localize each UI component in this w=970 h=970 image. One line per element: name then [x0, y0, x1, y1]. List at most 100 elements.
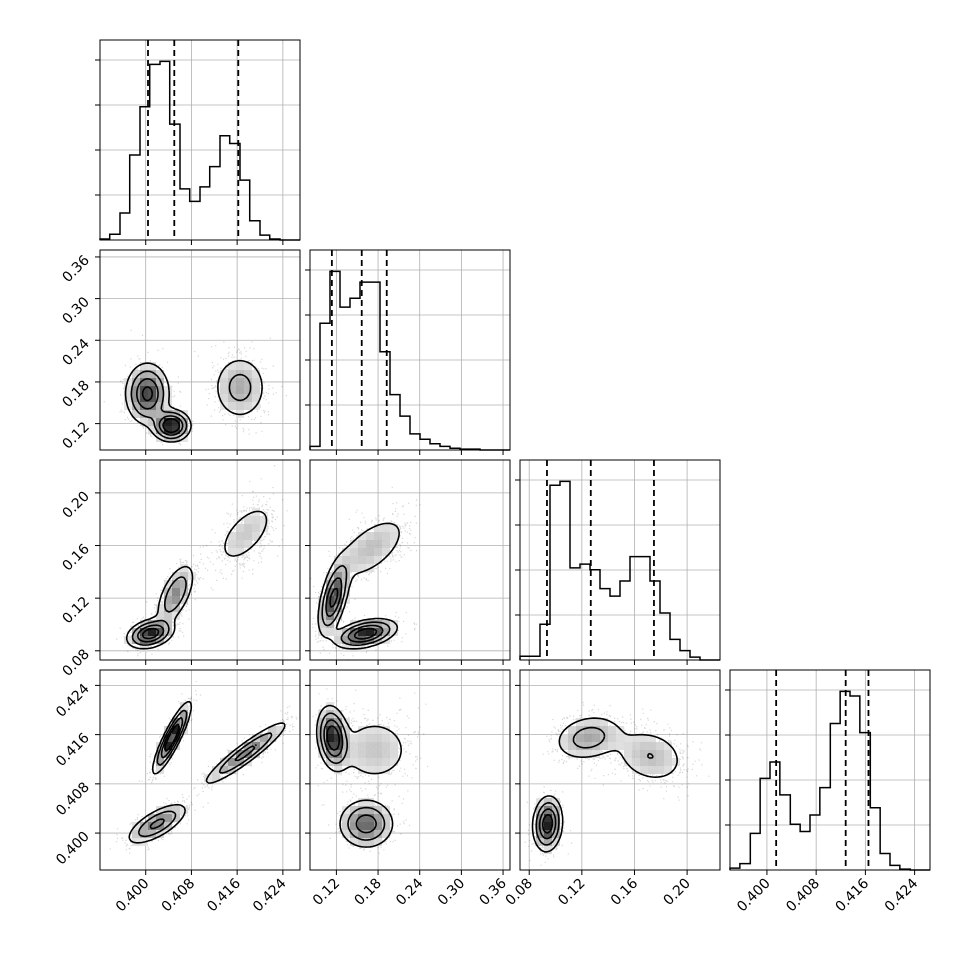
density-cell	[236, 394, 244, 402]
density-cell	[140, 418, 148, 426]
density-cell	[164, 742, 172, 750]
density-cell	[334, 636, 342, 644]
density-cell	[544, 814, 552, 822]
density-cell	[252, 370, 260, 378]
y-tick-label: 0.24	[59, 336, 92, 369]
density-cell	[180, 596, 188, 604]
density-cell	[640, 750, 648, 758]
density-cell	[664, 742, 672, 750]
density-cell	[664, 758, 672, 766]
density-cell	[334, 628, 342, 636]
density-cell	[164, 386, 172, 394]
density-cell	[544, 822, 552, 830]
density-cell	[268, 734, 276, 742]
density-cell	[560, 734, 568, 742]
x-tick-label: 0.08	[503, 876, 536, 909]
density-cell	[616, 734, 624, 742]
contour-line	[149, 716, 257, 830]
panel-frame	[309, 249, 511, 451]
density-cell	[358, 532, 366, 540]
density-cell	[140, 402, 148, 410]
marginal-panel-1	[305, 249, 511, 451]
density-cell	[640, 758, 648, 766]
density-cell	[350, 830, 358, 838]
density-cell	[374, 532, 382, 540]
density-cell	[568, 734, 576, 742]
density-cell	[382, 540, 390, 548]
density-cell	[156, 830, 164, 838]
density-cell	[350, 556, 358, 564]
density-cell	[374, 830, 382, 838]
density-cell	[244, 394, 252, 402]
density-cell	[180, 580, 188, 588]
density-cell	[648, 734, 656, 742]
contour-line	[137, 709, 273, 838]
density-cell	[244, 378, 252, 386]
density-cell	[640, 734, 648, 742]
density-cell	[366, 822, 374, 830]
panel-content	[520, 670, 720, 870]
density-cell	[148, 418, 156, 426]
contour-line	[323, 719, 377, 834]
density-cell	[148, 822, 156, 830]
density-cell	[390, 620, 398, 628]
density-cell	[648, 742, 656, 750]
density-cell	[656, 742, 664, 750]
density-cell	[148, 620, 156, 628]
density-cell	[358, 564, 366, 572]
density-cell	[350, 758, 358, 766]
density-cell	[140, 370, 148, 378]
density-cell	[552, 830, 560, 838]
density-cell	[156, 426, 164, 434]
density-cell	[382, 830, 390, 838]
density-cell	[236, 758, 244, 766]
y-tick-label: 0.16	[59, 541, 92, 574]
density-cell	[632, 750, 640, 758]
density-cell	[544, 798, 552, 806]
density-cell	[326, 758, 334, 766]
density-cell	[358, 556, 366, 564]
density-cell	[366, 830, 374, 838]
contour-line	[315, 704, 402, 848]
histogram-step-line	[519, 480, 720, 661]
scatter-panel-0-1	[99, 249, 301, 451]
density-cell	[252, 750, 260, 758]
panel-frame	[99, 249, 301, 451]
histogram-step-line	[99, 60, 300, 241]
density-cell	[228, 378, 236, 386]
histogram-step-line	[729, 690, 930, 871]
density-cell	[358, 806, 366, 814]
density-cell	[350, 564, 358, 572]
density-cell	[342, 742, 350, 750]
density-cell	[172, 814, 180, 822]
density-cell	[584, 734, 592, 742]
contour-line	[136, 624, 165, 643]
x-tick-label: 0.24	[393, 875, 426, 908]
density-cell	[366, 838, 374, 846]
density-cell	[374, 758, 382, 766]
density-cell	[390, 540, 398, 548]
density-cell	[236, 402, 244, 410]
density-cell	[276, 726, 284, 734]
density-cell	[664, 750, 672, 758]
density-cell	[236, 532, 244, 540]
density-cell	[640, 766, 648, 774]
x-tick-label: 0.20	[661, 876, 694, 909]
density-cell	[140, 378, 148, 386]
density-cell	[156, 628, 164, 636]
density-cell	[156, 434, 164, 442]
panel-frame	[309, 669, 511, 871]
density-cell	[164, 814, 172, 822]
density-cell	[334, 734, 342, 742]
density-cell	[544, 838, 552, 846]
density-cell	[544, 806, 552, 814]
density-cell	[350, 628, 358, 636]
x-tick-label: 0.416	[833, 875, 873, 915]
density-cell	[318, 734, 326, 742]
density-cell	[156, 750, 164, 758]
density-cell	[350, 540, 358, 548]
density-cell	[228, 758, 236, 766]
density-cell	[236, 540, 244, 548]
density-cell	[318, 620, 326, 628]
density-cell	[156, 604, 164, 612]
